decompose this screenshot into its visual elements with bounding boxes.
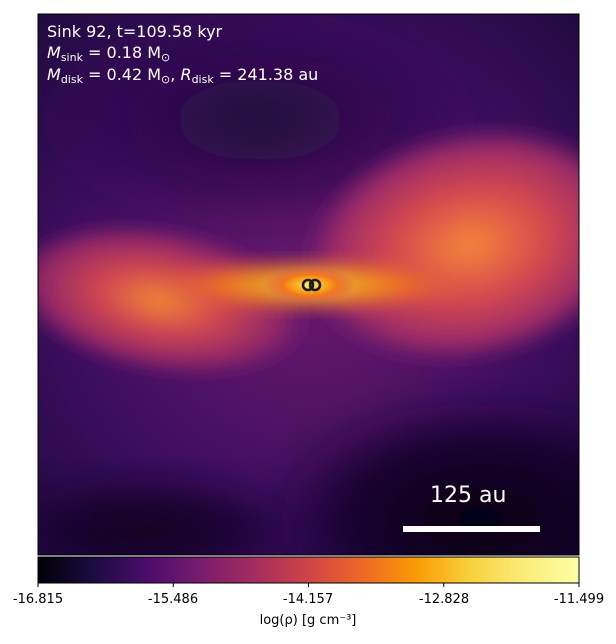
sink-marker [301, 278, 315, 292]
colorbar-tick-label: -11.499 [553, 592, 605, 607]
plot-frame [37, 13, 580, 556]
colorbar-tick-label: -15.486 [147, 592, 199, 607]
sink-title: Sink 92, t=109.58 kyr [47, 22, 223, 41]
sink-mass-label: Msink = 0.18 M⊙ [47, 43, 171, 64]
disk-props-label: Mdisk = 0.42 M⊙, Rdisk = 241.38 au [47, 65, 319, 86]
colorbar [37, 556, 580, 584]
scale-bar-label: 125 au [430, 483, 507, 508]
colorbar-tick-label: -12.828 [418, 592, 470, 607]
colorbar-ticks [37, 583, 580, 587]
sink-marker [308, 278, 322, 292]
colorbar-label: log(ρ) [g cm⁻³] [259, 613, 357, 628]
colorbar-tick-label: -16.815 [12, 592, 64, 607]
colorbar-tick-label: -14.157 [282, 592, 334, 607]
scale-bar [403, 526, 540, 532]
